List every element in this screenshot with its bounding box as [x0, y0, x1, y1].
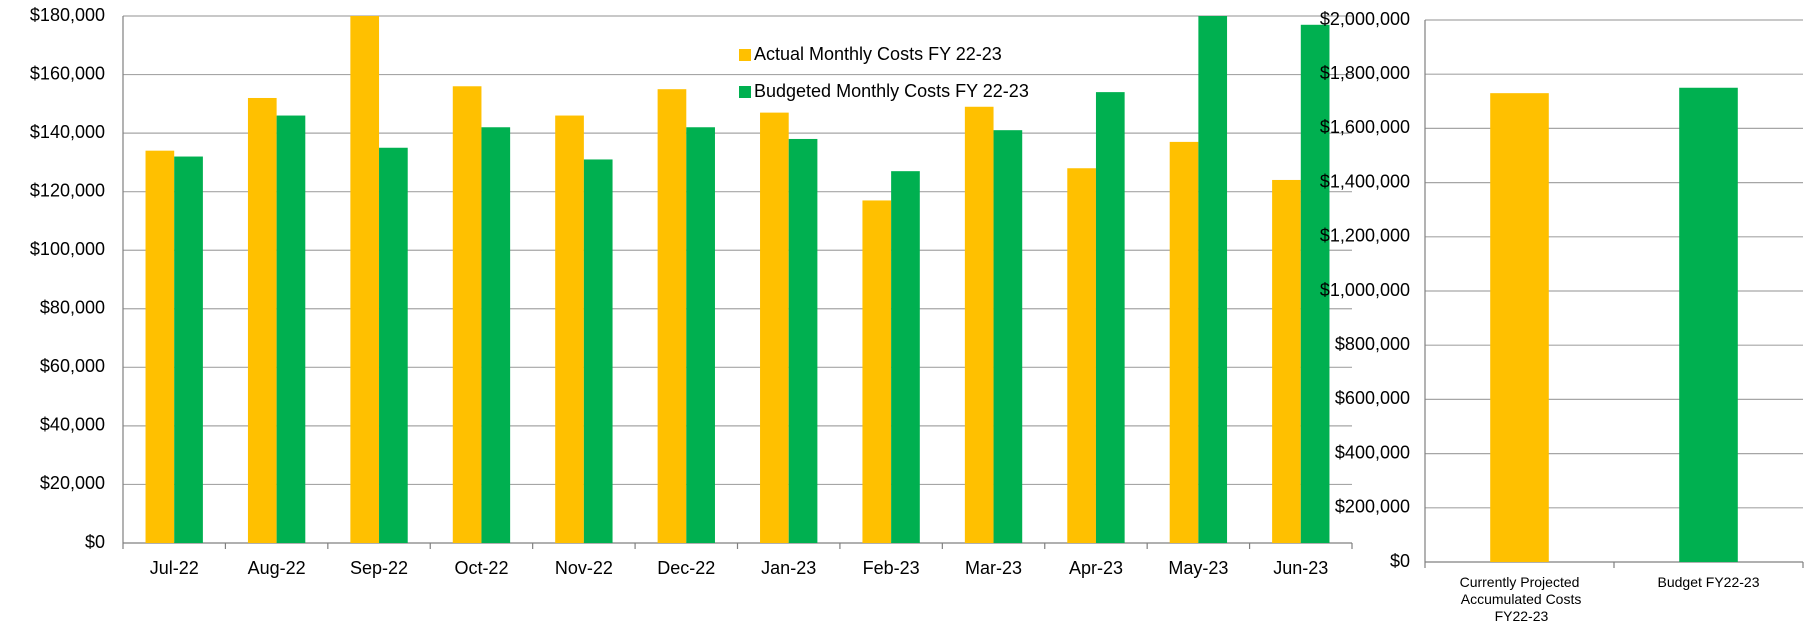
bar	[350, 16, 380, 543]
y-tick-label: $80,000	[40, 298, 105, 318]
y-tick-label: $100,000	[30, 239, 105, 259]
bar	[686, 127, 715, 543]
y-tick-label: $180,000	[30, 5, 105, 25]
bar	[1300, 24, 1330, 544]
y-tick-label: $400,000	[1335, 442, 1410, 462]
bar	[174, 156, 203, 544]
bar	[657, 89, 687, 543]
bar	[760, 112, 789, 543]
x-tick-label: Currently Projected Accumulated Costs FY…	[1458, 574, 1582, 624]
bar	[1679, 87, 1738, 562]
y-tick-label: $140,000	[30, 122, 105, 142]
bar	[891, 171, 920, 543]
legend-label: Actual Monthly Costs FY 22-23	[754, 44, 1002, 64]
bar	[1198, 16, 1228, 543]
bar	[145, 150, 175, 543]
y-tick-label: $120,000	[30, 180, 105, 200]
bar	[481, 127, 511, 543]
bar	[1067, 168, 1096, 543]
y-tick-label: $0	[85, 532, 105, 552]
y-tick-label: $200,000	[1335, 497, 1410, 517]
legend-label: Budgeted Monthly Costs FY 22-23	[754, 81, 1029, 101]
x-tick-label: Oct-22	[454, 558, 508, 578]
bar	[247, 97, 277, 543]
bar	[1169, 141, 1199, 543]
bar	[788, 138, 818, 543]
y-tick-label: $1,400,000	[1320, 171, 1410, 191]
bar	[862, 200, 892, 543]
y-tick-label: $1,200,000	[1320, 226, 1410, 246]
x-tick-label: Jan-23	[761, 558, 816, 578]
y-tick-label: $40,000	[40, 415, 105, 435]
bar	[1095, 92, 1125, 543]
bar	[964, 106, 994, 543]
bar	[993, 130, 1023, 543]
y-tick-label: $1,600,000	[1320, 117, 1410, 137]
bar	[1490, 93, 1549, 563]
y-tick-label: $20,000	[40, 473, 105, 493]
y-tick-label: $800,000	[1335, 334, 1410, 354]
y-tick-label: $0	[1390, 551, 1410, 571]
legend-swatch	[739, 49, 751, 61]
y-tick-label: $1,800,000	[1320, 63, 1410, 83]
legend-swatch	[739, 86, 751, 98]
bar	[379, 147, 408, 543]
x-tick-label: Jul-22	[150, 558, 199, 578]
bar	[555, 115, 584, 544]
y-tick-label: $160,000	[30, 63, 105, 83]
x-tick-label: Nov-22	[555, 558, 613, 578]
x-tick-label: Budget FY22-23	[1658, 574, 1760, 590]
x-tick-label: Feb-23	[863, 558, 920, 578]
bar	[276, 115, 306, 544]
bar	[583, 159, 613, 543]
bar	[1272, 179, 1301, 543]
y-tick-label: $600,000	[1335, 388, 1410, 408]
y-tick-label: $60,000	[40, 356, 105, 376]
y-tick-label: $2,000,000	[1320, 9, 1410, 29]
x-tick-label: Apr-23	[1069, 558, 1123, 578]
x-tick-label: May-23	[1168, 558, 1228, 578]
x-tick-label: Mar-23	[965, 558, 1022, 578]
x-tick-label: Jun-23	[1273, 558, 1328, 578]
bar	[452, 86, 482, 544]
x-tick-label: Aug-22	[248, 558, 306, 578]
x-tick-label: Dec-22	[657, 558, 715, 578]
x-tick-label: Sep-22	[350, 558, 408, 578]
y-tick-label: $1,000,000	[1320, 280, 1410, 300]
